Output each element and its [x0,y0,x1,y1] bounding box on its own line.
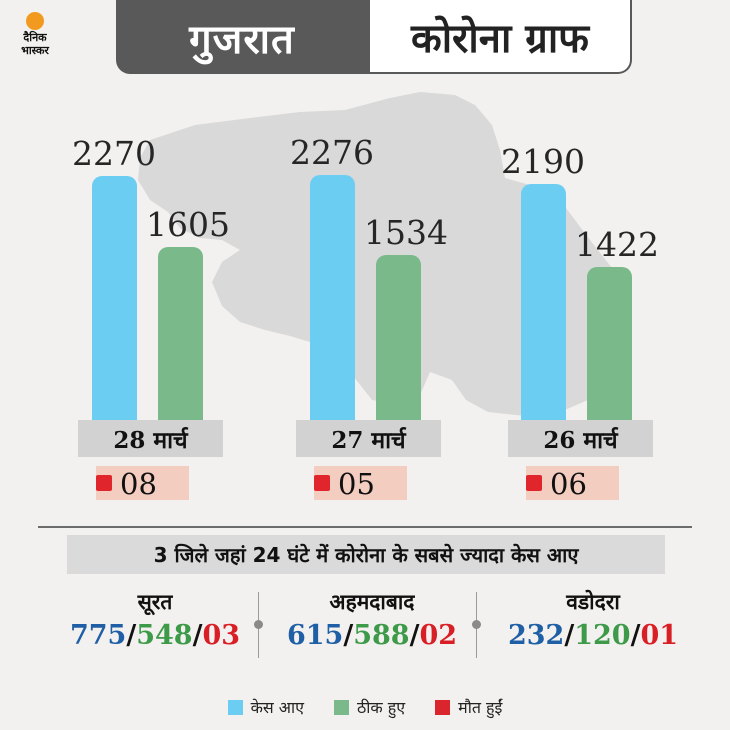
separator: / [192,620,203,651]
legend-label-recovered: ठीक हुए [356,698,406,717]
district-3: वडोदरा 232/120/01 [478,588,708,651]
district-cases: 775 [69,620,127,651]
separator: / [564,620,575,651]
separator: / [343,620,354,651]
date-label: 26 मार्च [508,420,653,457]
legend: केस आए ठीक हुए मौत हुईं [0,696,730,718]
legend-item-deaths: मौत हुईं [435,696,502,718]
district-cases: 232 [507,620,565,651]
separator: / [630,620,641,651]
legend-label-cases: केस आए [250,698,304,717]
sun-icon [26,12,44,30]
district-values: 775/548/03 [40,620,270,651]
legend-swatch-deaths [435,699,451,715]
logo-text-line2: भास्कर [21,44,49,57]
district-values: 232/120/01 [478,620,708,651]
legend-item-recovered: ठीक हुए [333,696,406,718]
deaths-box: 06 [526,466,619,501]
districts-title: 3 जिले जहां 24 घंटे में कोरोना के सबसे ज… [67,535,665,574]
deaths-square-icon [526,475,542,491]
district-deaths: 01 [640,620,679,651]
logo-text-line1: दैनिक [23,31,47,44]
district-name: वडोदरा [566,590,620,614]
bar-recovered [587,267,632,420]
district-recovered: 120 [574,620,631,651]
data-label-recovered: 1534 [364,213,448,252]
district-values: 615/588/02 [257,620,487,651]
district-2: अहमदाबाद 615/588/02 [257,588,487,651]
data-label-deaths: 08 [120,467,157,501]
data-label-deaths: 05 [338,467,375,501]
data-label-cases: 2270 [72,134,156,173]
bar-recovered [158,247,203,420]
logo: दैनिक भास्कर [9,11,61,63]
separator-dot [254,620,263,629]
bar-cases [521,184,566,420]
date-label: 27 मार्च [296,420,441,457]
date-label: 28 मार्च [78,420,223,457]
data-label-recovered: 1605 [146,205,230,244]
district-name: सूरत [137,590,173,614]
separator: / [409,620,420,651]
district-deaths: 03 [202,620,241,651]
deaths-square-icon [314,475,330,491]
deaths-box: 05 [314,466,407,501]
district-deaths: 02 [419,620,458,651]
district-cases: 615 [286,620,344,651]
data-label-cases: 2190 [501,142,585,181]
district-name: अहमदाबाद [329,590,415,614]
header-state: गुजरात [116,0,368,74]
legend-item-cases: केस आए [227,696,304,718]
header-topic: कोरोना ग्राफ [368,0,632,74]
district-recovered: 548 [136,620,193,651]
deaths-box: 08 [96,466,189,501]
legend-swatch-recovered [333,699,349,715]
bar-cases [92,176,137,420]
data-label-deaths: 06 [550,467,587,501]
separator: / [126,620,137,651]
data-label-cases: 2276 [290,133,374,172]
divider [38,526,692,528]
gujarat-map-icon [138,92,630,416]
deaths-square-icon [96,475,112,491]
bar-cases [310,175,355,420]
bar-recovered [376,255,421,420]
data-label-recovered: 1422 [575,225,659,264]
district-recovered: 588 [353,620,410,651]
separator-dot [472,620,481,629]
legend-label-deaths: मौत हुईं [458,698,503,717]
district-1: सूरत 775/548/03 [40,588,270,651]
legend-swatch-cases [227,699,243,715]
